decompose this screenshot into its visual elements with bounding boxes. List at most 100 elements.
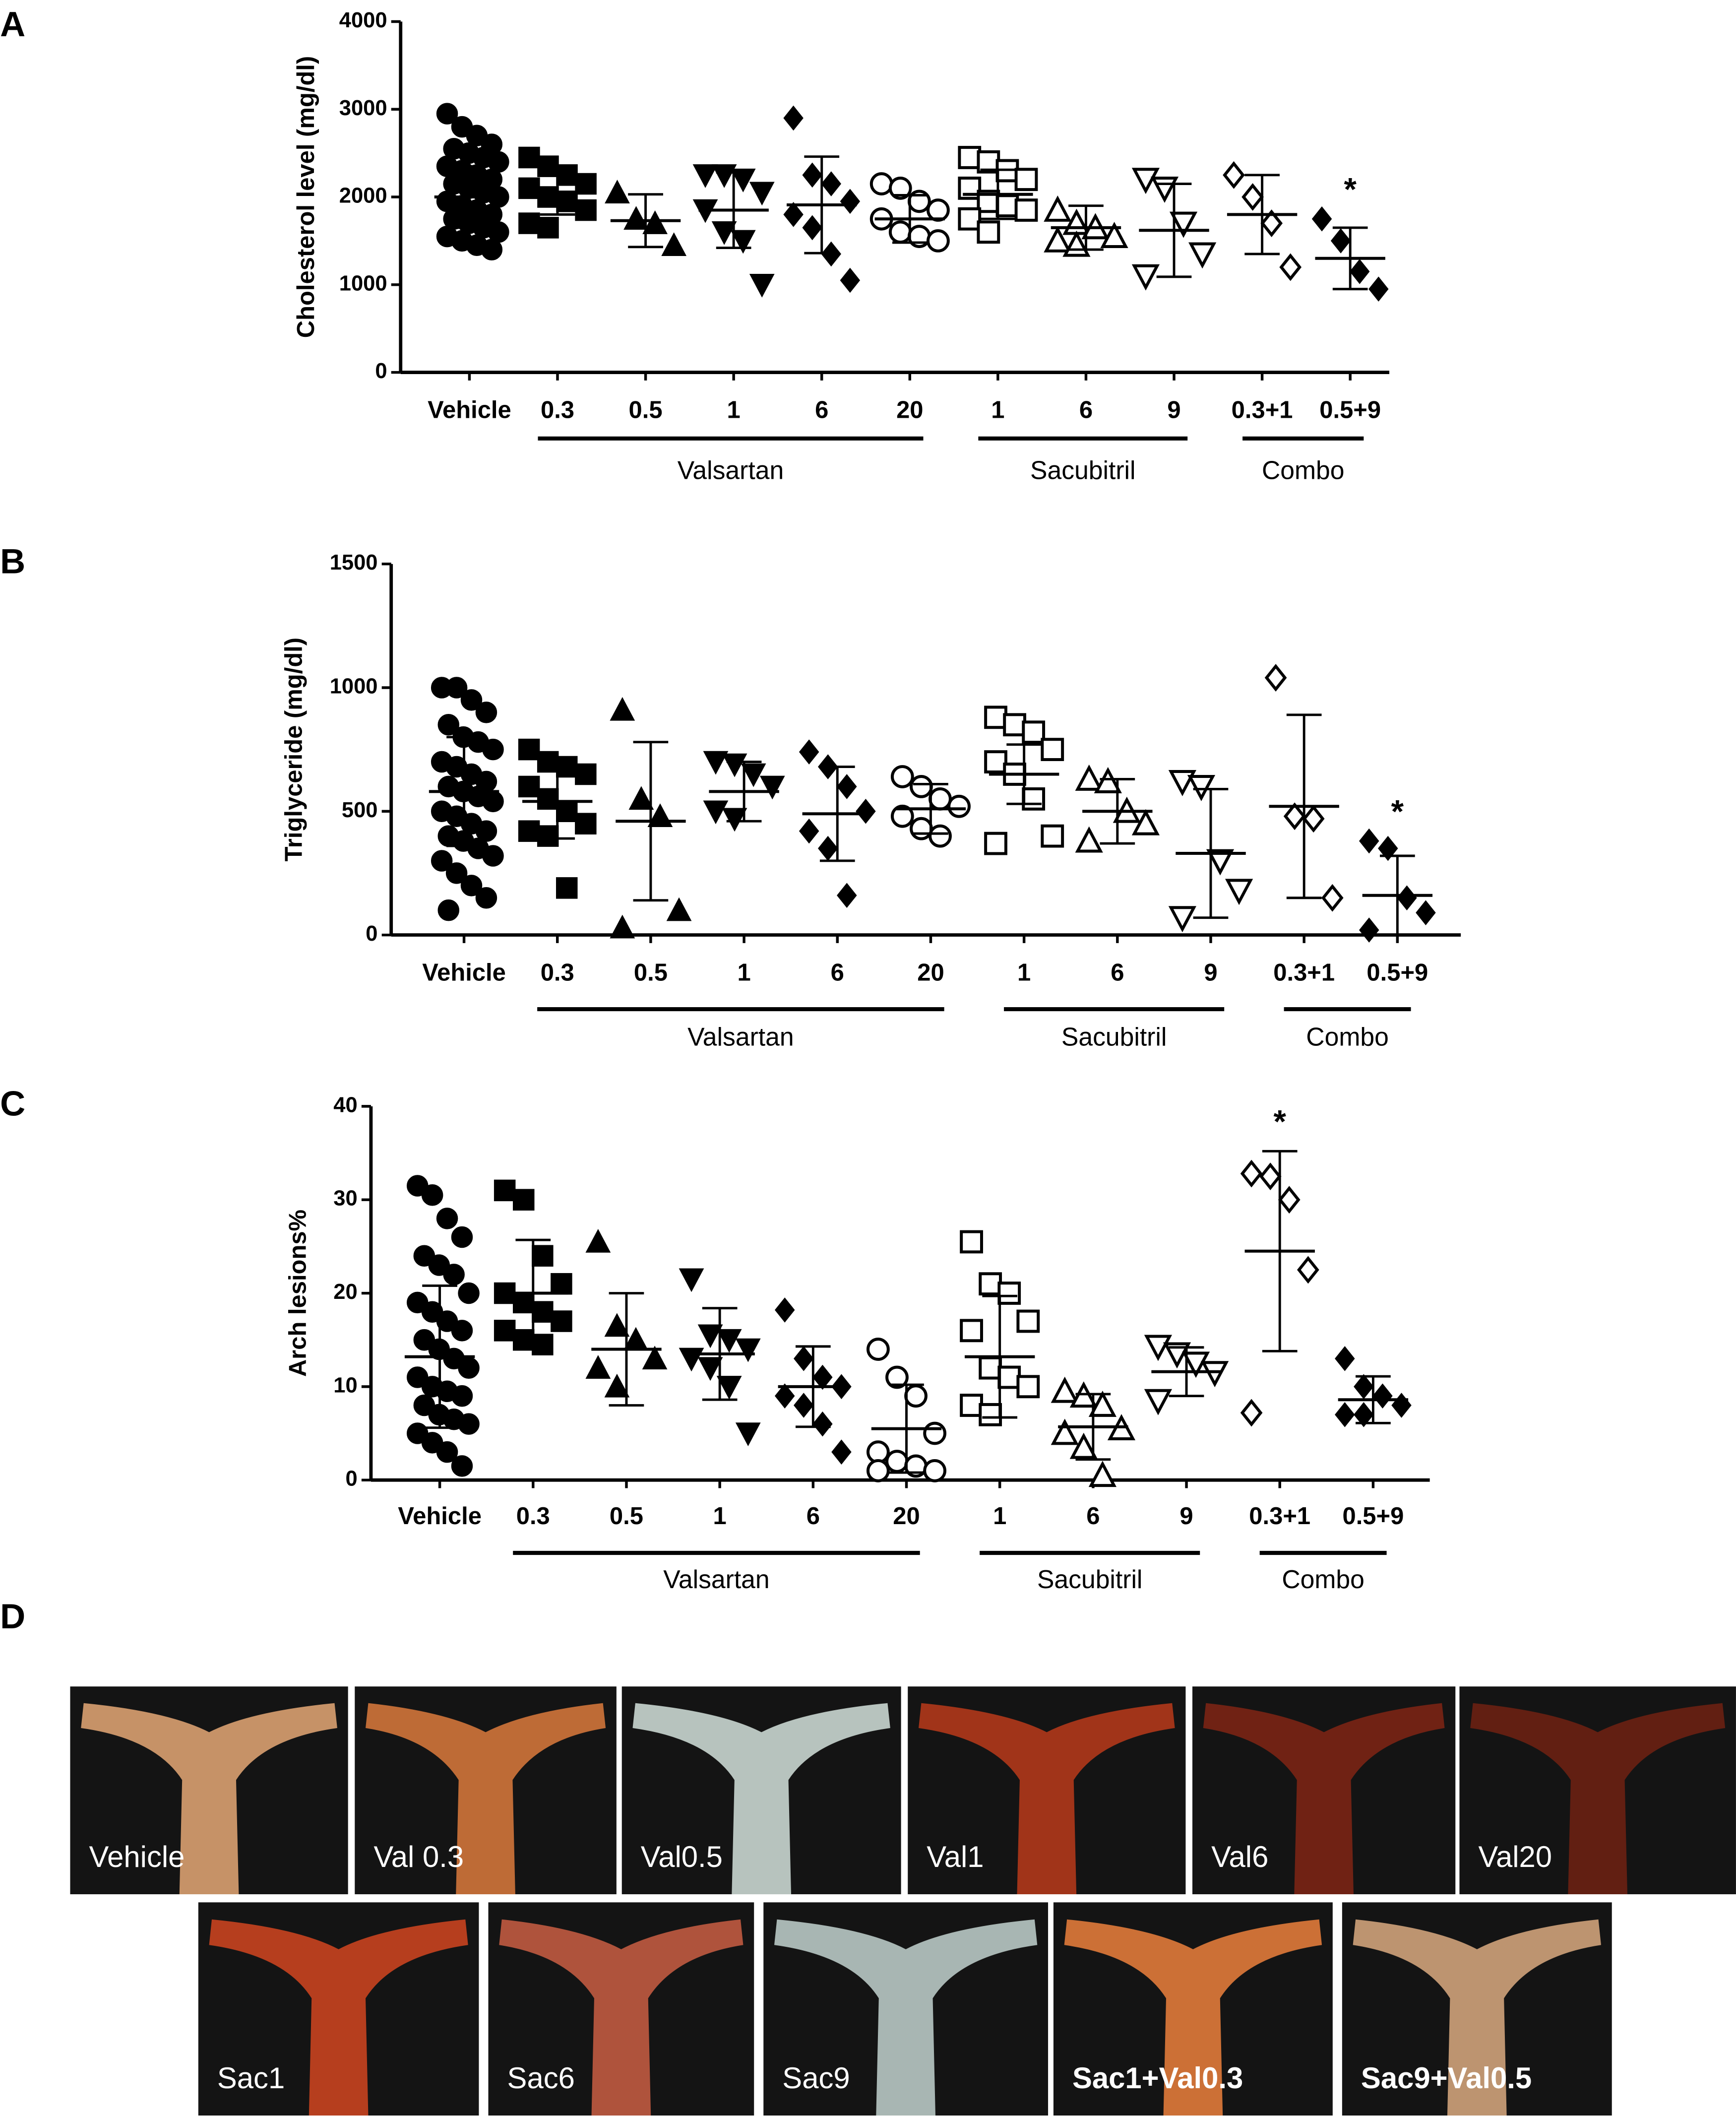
data-point [1378,835,1398,861]
x-tick-label: 0.3 [541,396,574,423]
data-point [716,1329,742,1353]
photo: Sac6 [488,1902,754,2116]
data-point [443,1264,465,1285]
data-point [532,1301,554,1323]
data-point [703,800,729,825]
y-tick-label: 500 [342,798,378,822]
data-point [910,817,933,840]
data-point [1041,824,1064,848]
data-point [1188,242,1217,269]
data-point [1330,228,1351,254]
x-tick-label: 1 [713,1503,727,1530]
data-point [697,1324,723,1348]
data-point [1321,884,1344,912]
data-point [867,1459,890,1482]
data-point [722,753,747,777]
photo: Val20 [1459,1686,1736,1895]
data-point [1022,787,1046,811]
data-point [537,217,559,239]
x-tick-label: 1 [991,396,1004,423]
sd-bar [982,1294,1018,1419]
data-point [890,804,914,828]
data-point [840,267,861,293]
data-point [1297,1256,1319,1284]
data-point [856,798,876,824]
group-label: Valsartan [663,1565,769,1594]
data-point [575,173,597,195]
data-point [1088,1391,1116,1417]
data-point [716,1376,742,1400]
data-point [1075,764,1103,791]
data-point [774,1383,795,1409]
x-tick-label: 9 [1204,959,1217,986]
data-point [995,194,1019,218]
data-point [445,677,468,699]
aorta-shape [499,1919,744,2116]
data-point [1044,195,1072,222]
x-tick-label: 9 [1179,1503,1193,1530]
sd-bar [446,736,482,847]
data-point [1163,1342,1191,1369]
photo-label: Sac1+Val0.3 [1072,2061,1243,2095]
sd-bar [889,1383,924,1474]
group-label: Combo [1262,455,1345,484]
data-point [482,845,504,867]
data-point [1044,226,1072,253]
data-point [1131,168,1160,194]
data-point [512,1291,535,1314]
data-point [451,1455,473,1477]
data-point [837,774,857,799]
sd-bar [540,763,575,840]
y-tick-label: 1000 [330,674,378,698]
y-axis-label: Cholesterol level (mg/dl) [293,56,319,338]
data-point [958,146,982,169]
data-point [1240,1159,1263,1188]
data-point [1051,1418,1079,1445]
x-tick-label: Vehicle [428,396,511,423]
aorta-shape [632,1703,890,1895]
data-point [1335,1402,1355,1427]
data-point [799,818,819,844]
sd-bar [716,171,751,249]
data-point [1241,183,1264,211]
data-point [984,832,1007,855]
data-point [518,212,540,234]
x-tick-label: 0.5+9 [1319,396,1381,423]
data-point [735,1338,761,1362]
x-tick-label: 6 [1086,1503,1100,1530]
data-point [445,862,468,884]
sd-bar [609,1292,644,1407]
data-point [888,176,912,200]
data-point [475,702,497,723]
data-point [642,210,668,234]
sd-bar [1380,854,1415,936]
data-point [556,877,578,899]
data-point [460,689,483,711]
significance-mark: * [1344,171,1357,207]
data-point [821,171,841,196]
y-tick-label: 3000 [339,96,387,120]
data-point [1075,826,1103,853]
data-point [436,1208,458,1229]
sd-bar [422,1284,457,1429]
data-point [623,1327,649,1351]
data-point [537,788,559,810]
photo-label: Val20 [1479,1840,1552,1873]
y-tick-label: 30 [333,1187,357,1211]
y-tick-label: 10 [333,1373,357,1397]
x-tick-label: 1 [737,959,750,986]
sd-bar [1006,743,1042,805]
data-point [984,706,1007,729]
y-axis-label: Arch lesions% [285,1210,311,1377]
photo-label: Vehicle [89,1840,185,1873]
sd-bar [819,766,855,862]
data-point [518,177,540,199]
x-tick-label: 6 [806,1503,820,1530]
data-point [759,775,785,800]
data-point [799,739,819,765]
data-point [1264,664,1287,692]
y-tick-label: 4000 [339,8,387,32]
sd-bar [1286,713,1322,899]
data-point [532,1334,554,1355]
x-tick-label: 0.3 [516,1503,550,1530]
